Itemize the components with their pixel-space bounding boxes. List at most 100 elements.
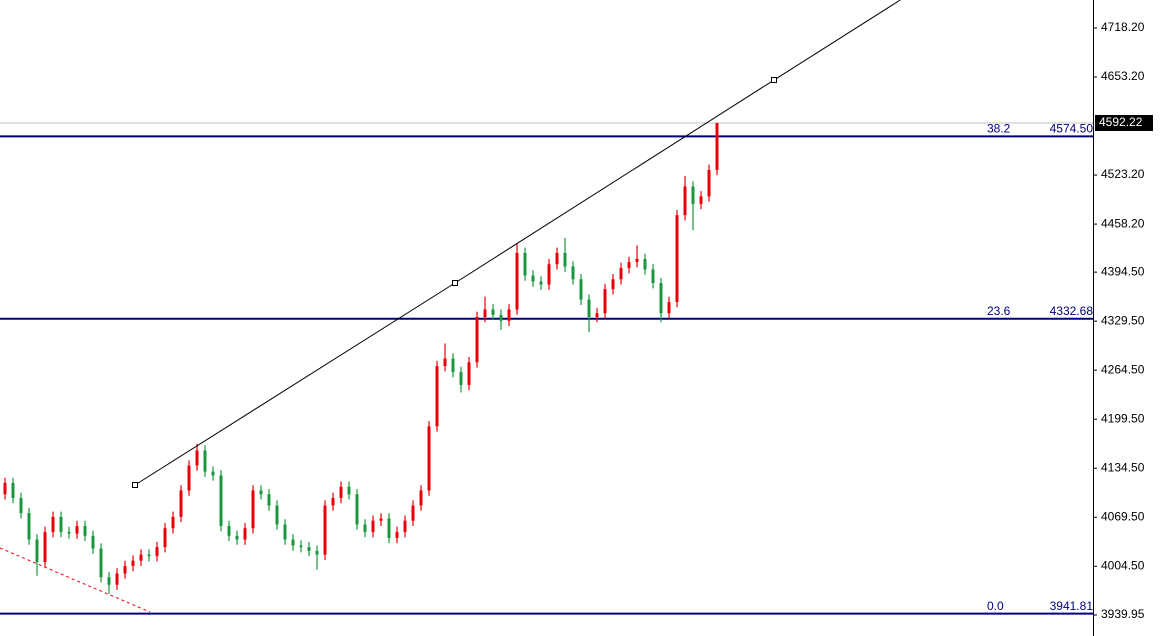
candle-body bbox=[451, 358, 455, 373]
candle-body bbox=[187, 465, 191, 491]
candle-body bbox=[715, 123, 719, 170]
candle-body bbox=[539, 281, 543, 285]
candle-body bbox=[171, 516, 175, 529]
candle-body bbox=[3, 482, 7, 495]
candle-body bbox=[123, 565, 127, 574]
candle-body bbox=[499, 314, 503, 321]
candle-body bbox=[587, 299, 591, 318]
y-tick-label: 4199.50 bbox=[1101, 411, 1145, 425]
candle-body bbox=[699, 196, 703, 204]
candle-body bbox=[227, 525, 231, 536]
y-tick-label: 4653.20 bbox=[1101, 69, 1145, 83]
y-tick-label: 4069.50 bbox=[1101, 509, 1145, 523]
y-tick-label: 4329.50 bbox=[1101, 313, 1145, 327]
level-price: 3941.81 bbox=[1050, 599, 1094, 613]
candle-body bbox=[675, 215, 679, 302]
candle-body bbox=[275, 505, 279, 525]
candle-body bbox=[11, 482, 15, 499]
candle-body bbox=[387, 518, 391, 539]
candle-body bbox=[475, 317, 479, 363]
candle-body bbox=[99, 548, 103, 578]
candle-body bbox=[235, 535, 239, 540]
candle-body bbox=[371, 520, 375, 532]
candle-body bbox=[211, 471, 215, 476]
candle-body bbox=[251, 490, 255, 529]
candle-body bbox=[571, 266, 575, 280]
candle-body bbox=[611, 279, 615, 290]
candle-body bbox=[443, 358, 447, 367]
candle-body bbox=[291, 539, 295, 546]
candle-body bbox=[395, 531, 399, 539]
candle-body bbox=[491, 309, 495, 315]
candle-body bbox=[667, 301, 671, 314]
candle-body bbox=[619, 267, 623, 280]
candle-body bbox=[659, 283, 663, 314]
candle-body bbox=[115, 573, 119, 585]
trendline-anchor bbox=[771, 77, 777, 84]
candle-body bbox=[427, 426, 431, 491]
price-label: 4592.22 bbox=[1099, 115, 1143, 129]
level-price: 4574.50 bbox=[1050, 122, 1094, 136]
candle-body bbox=[603, 289, 607, 314]
candle-body bbox=[219, 475, 223, 526]
candle-body bbox=[139, 554, 143, 561]
candle-body bbox=[131, 560, 135, 566]
candle-body bbox=[267, 494, 271, 506]
candle-body bbox=[323, 505, 327, 555]
candle-body bbox=[91, 535, 95, 549]
candle-body bbox=[651, 269, 655, 284]
candle-body bbox=[531, 275, 535, 282]
candle-body bbox=[75, 525, 79, 534]
candle-body bbox=[67, 531, 71, 534]
y-tick-label: 4264.50 bbox=[1101, 362, 1145, 376]
candle-body bbox=[411, 505, 415, 521]
candle-body bbox=[683, 186, 687, 216]
candle-body bbox=[59, 516, 63, 532]
candle-body bbox=[379, 518, 383, 521]
candle-body bbox=[363, 524, 367, 532]
level-ratio: 23.6 bbox=[987, 304, 1011, 318]
candle-body bbox=[435, 366, 439, 427]
candle-body bbox=[563, 252, 567, 267]
candle-body bbox=[347, 486, 351, 495]
candle-body bbox=[203, 450, 207, 472]
candle-body bbox=[643, 258, 647, 270]
candle-body bbox=[595, 313, 599, 318]
candle-body bbox=[283, 524, 287, 540]
candle-body bbox=[507, 309, 511, 321]
candle-body bbox=[331, 498, 335, 506]
candle-body bbox=[147, 554, 151, 557]
level-ratio: 0.0 bbox=[987, 599, 1004, 613]
y-tick-label: 4394.50 bbox=[1101, 264, 1145, 278]
trendline-anchor bbox=[452, 280, 458, 287]
candle-body bbox=[19, 498, 23, 514]
candle-body bbox=[35, 539, 39, 563]
candle-body bbox=[307, 547, 311, 551]
candle-body bbox=[579, 279, 583, 300]
candle-body bbox=[83, 525, 87, 536]
candle-body bbox=[483, 309, 487, 318]
candle-body bbox=[419, 490, 423, 506]
candle-body bbox=[315, 550, 319, 555]
candle-body bbox=[107, 577, 111, 585]
candle-body bbox=[403, 520, 407, 532]
candle-body bbox=[259, 490, 263, 495]
y-tick-label: 4523.20 bbox=[1101, 167, 1145, 181]
candle-body bbox=[635, 258, 639, 262]
candle-body bbox=[691, 186, 695, 204]
candle-body bbox=[555, 252, 559, 265]
y-tick-label: 4004.50 bbox=[1101, 558, 1145, 572]
y-tick-label: 4134.50 bbox=[1101, 460, 1145, 474]
candle-body bbox=[547, 264, 551, 285]
candle-body bbox=[155, 547, 159, 557]
level-ratio: 38.2 bbox=[987, 122, 1011, 136]
trendline-anchor bbox=[132, 481, 138, 488]
candle-body bbox=[163, 528, 167, 548]
candle-body bbox=[707, 169, 711, 197]
candle-body bbox=[627, 261, 631, 268]
y-tick-label: 3939.95 bbox=[1101, 607, 1145, 621]
candle-body bbox=[515, 252, 519, 310]
candle-body bbox=[243, 528, 247, 540]
candle-body bbox=[299, 545, 303, 548]
